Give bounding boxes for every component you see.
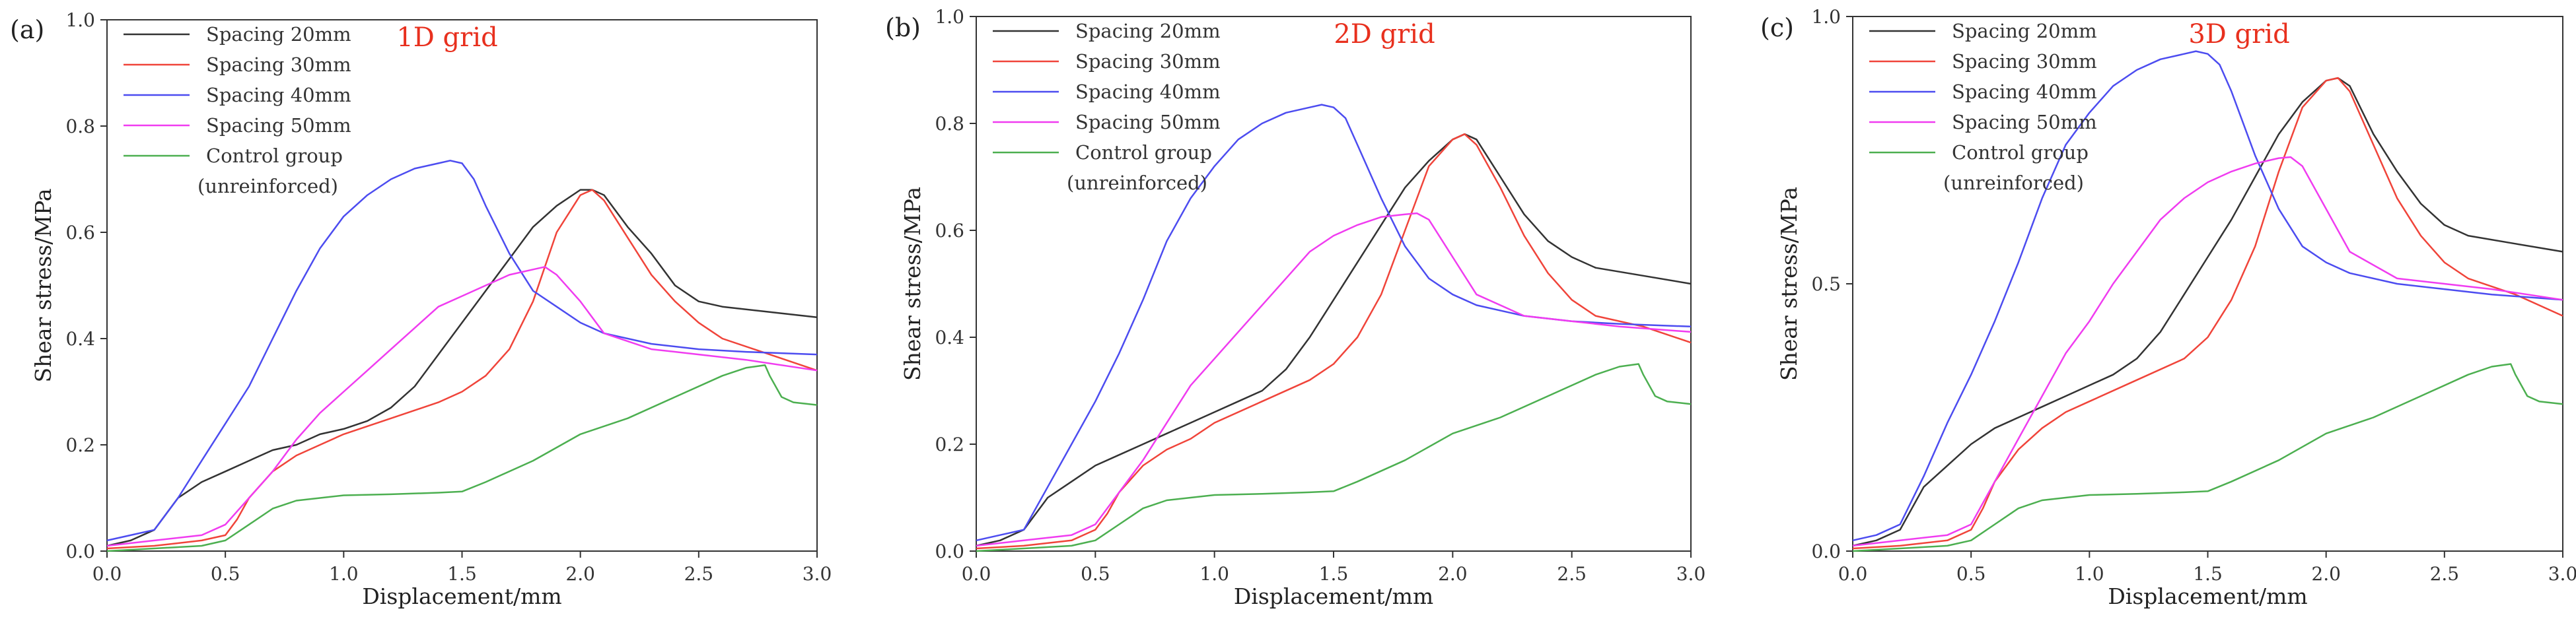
series-line-3: [1852, 156, 2563, 547]
x-tick-label: 1.0: [1199, 563, 1229, 585]
legend-label: Control group: [206, 145, 343, 167]
legend-label: Control group: [1952, 141, 2089, 164]
chart-panel-1: 0.0 0.5 1.0 1.5 2.0 2.5 3.00.00.20.40.60.81.0D…: [885, 6, 1705, 609]
legend-label: Spacing 30mm: [1075, 50, 1221, 73]
y-tick-label: 0.8: [65, 116, 95, 137]
y-tick-label: 0.0: [1811, 541, 1841, 562]
y-tick-label: 1.0: [65, 9, 95, 31]
x-axis-title: Displacement/mm: [362, 583, 561, 609]
panel-label: (c): [1760, 13, 1794, 42]
legend-label: Control group: [1075, 141, 1212, 164]
x-tick-label: 1.5: [447, 563, 477, 585]
legend-label: Spacing 20mm: [1952, 20, 2097, 42]
x-tick-label: 2.0: [565, 563, 595, 585]
x-tick-label: 0.0: [92, 563, 122, 585]
legend-label: Spacing 50mm: [1075, 111, 1221, 133]
legend-label: (unreinforced): [1943, 172, 2084, 194]
series-line-3: [976, 212, 1692, 547]
x-tick-label: 2.5: [2430, 563, 2460, 585]
y-tick-label: 0.5: [1811, 273, 1841, 295]
legend-label: Spacing 20mm: [206, 23, 351, 46]
series-line-4: [976, 363, 1692, 552]
y-tick-label: 0.0: [935, 541, 964, 562]
y-tick-label: 0.6: [65, 222, 95, 244]
series-line-0: [106, 189, 818, 547]
chart-title: 3D grid: [2188, 19, 2289, 50]
series-line-1: [106, 189, 818, 550]
y-tick-label: 0.8: [935, 113, 964, 135]
x-tick-label: 0.5: [1081, 563, 1110, 585]
legend-label: Spacing 50mm: [1952, 111, 2097, 133]
chart-panel-2: 0.0 0.5 1.0 1.5 2.0 2.5 3.00.00.51.0Displaceme…: [1760, 6, 2576, 609]
x-axis-title: Displacement/mm: [2108, 583, 2307, 609]
legend-label: Spacing 20mm: [1075, 20, 1221, 42]
chart-title: 2D grid: [1334, 19, 1435, 50]
x-axis-title: Displacement/mm: [1234, 583, 1433, 609]
y-tick-label: 1.0: [935, 6, 964, 28]
y-axis-title: Shear stress/MPa: [30, 188, 56, 382]
y-axis-title: Shear stress/MPa: [900, 187, 925, 381]
x-tick-label: 0.0: [962, 563, 991, 585]
x-tick-label: 3.0: [1676, 563, 1706, 585]
legend-label: (unreinforced): [1067, 172, 1207, 194]
series-line-2: [1852, 50, 2563, 542]
y-tick-label: 0.2: [935, 434, 964, 455]
series-line-1: [1852, 77, 2563, 550]
legend-label: Spacing 30mm: [1952, 50, 2097, 73]
series-line-1: [976, 133, 1692, 550]
x-tick-label: 0.5: [1956, 563, 1986, 585]
legend-label: Spacing 50mm: [206, 114, 351, 137]
x-tick-label: 2.0: [2311, 563, 2341, 585]
x-tick-label: 1.0: [2075, 563, 2104, 585]
x-tick-label: 3.0: [803, 563, 832, 585]
series-line-4: [1852, 363, 2563, 552]
panel-label: (a): [10, 15, 44, 44]
x-tick-label: 2.5: [684, 563, 714, 585]
legend-label: Spacing 40mm: [1075, 81, 1221, 103]
x-tick-label: 1.5: [1319, 563, 1349, 585]
y-tick-label: 0.4: [935, 327, 964, 348]
x-tick-label: 1.5: [2193, 563, 2223, 585]
series-line-0: [1852, 77, 2563, 547]
y-axis-title: Shear stress/MPa: [1776, 187, 1802, 381]
panel-label: (b): [885, 13, 921, 42]
x-tick-label: 2.0: [1438, 563, 1468, 585]
x-tick-label: 1.0: [329, 563, 359, 585]
chart-panel-0: 0.0 0.5 1.0 1.5 2.0 2.5 3.00.00.20.40.60.81.0D…: [10, 9, 832, 609]
y-tick-label: 1.0: [1811, 6, 1841, 28]
series-line-4: [106, 364, 818, 552]
x-tick-label: 0.0: [1838, 563, 1868, 585]
legend-label: Spacing 30mm: [206, 53, 351, 76]
y-tick-label: 0.0: [65, 541, 95, 562]
series-line-3: [106, 266, 818, 547]
y-tick-label: 0.6: [935, 220, 964, 242]
chart-title: 1D grid: [396, 22, 497, 53]
x-tick-label: 0.5: [211, 563, 240, 585]
y-tick-label: 0.4: [65, 328, 95, 350]
y-tick-label: 0.2: [65, 434, 95, 456]
legend-label: (unreinforced): [197, 175, 338, 197]
legend-label: Spacing 40mm: [206, 84, 351, 106]
x-tick-label: 2.5: [1557, 563, 1587, 585]
series-line-2: [106, 160, 818, 542]
legend-label: Spacing 40mm: [1952, 81, 2097, 103]
series-line-2: [976, 104, 1692, 542]
series-line-0: [976, 133, 1692, 547]
x-tick-label: 3.0: [2548, 563, 2576, 585]
